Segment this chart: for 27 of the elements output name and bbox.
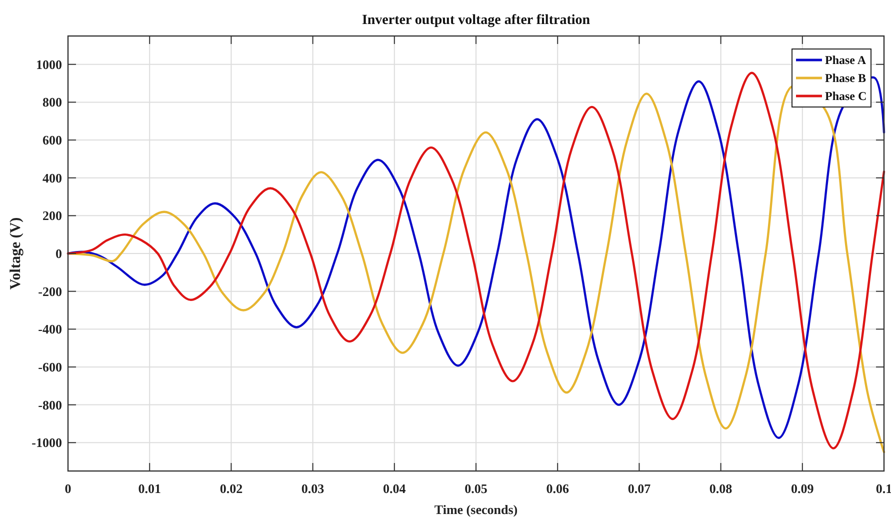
x-tick-label: 0.05 (464, 481, 488, 496)
x-tick-label: 0 (64, 481, 72, 496)
y-tick-label: 200 (42, 208, 62, 224)
x-axis-title: Time (seconds) (434, 502, 518, 517)
y-tick-label: 400 (42, 170, 62, 186)
x-tick-label: 0.09 (791, 481, 814, 496)
legend-label: Phase B (825, 71, 866, 85)
x-tick-label: 0.07 (628, 481, 652, 496)
y-tick-label: 0 (56, 246, 62, 261)
x-tick-label: 0.02 (220, 481, 243, 496)
y-tick-label: -200 (38, 284, 62, 299)
y-tick-label: -1000 (32, 435, 62, 450)
y-tick-label: 1000 (36, 56, 62, 72)
y-tick-label: -600 (38, 359, 62, 374)
y-tick-label: -400 (38, 322, 62, 337)
x-tick-label: 0.04 (383, 481, 406, 496)
x-tick-label: 0.08 (709, 481, 733, 496)
chart-title: Inverter output voltage after filtration (362, 13, 590, 28)
y-tick-label: -800 (38, 397, 62, 412)
y-tick-label: 600 (42, 132, 62, 148)
y-axis-title: Voltage (V) (8, 217, 24, 290)
legend-label: Phase C (825, 89, 867, 103)
legend-label: Phase A (825, 53, 866, 67)
x-tick-label: 0.06 (546, 481, 570, 496)
x-tick-label: 0.01 (138, 481, 161, 496)
y-tick-label: 800 (42, 94, 62, 110)
x-tick-label: 0.03 (301, 481, 325, 496)
